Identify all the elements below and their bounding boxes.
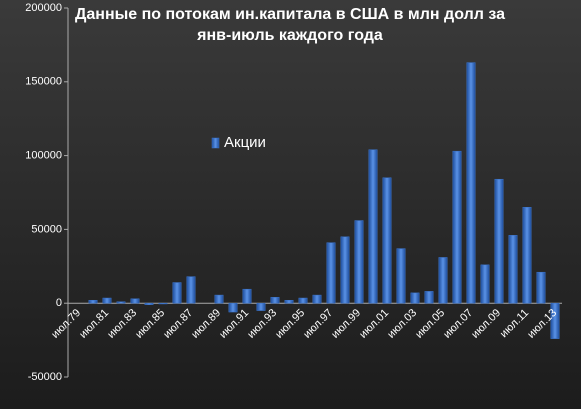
bar (522, 207, 532, 304)
bar (270, 297, 280, 304)
y-tick-label: -50000 (28, 371, 62, 383)
bar (228, 302, 238, 313)
bar (144, 302, 154, 305)
legend-label: Акции (224, 134, 266, 151)
bar (186, 276, 196, 304)
bar (438, 257, 448, 304)
bar (88, 299, 98, 304)
bar (130, 298, 140, 304)
bar (508, 235, 518, 304)
bar (494, 178, 504, 304)
title-box: Данные по потокам ин.капитала в США в мл… (75, 6, 505, 44)
bar (480, 264, 490, 304)
chart-title: Данные по потокам ин.капитала в США в мл… (75, 6, 505, 44)
bar (452, 150, 462, 304)
y-tick-label: 200000 (25, 2, 62, 14)
bar (410, 292, 420, 304)
bar (298, 297, 308, 304)
bar (256, 302, 266, 311)
bar (214, 294, 224, 304)
bar (424, 291, 434, 304)
bar (284, 299, 294, 304)
bar (550, 302, 560, 339)
y-tick-label: 0 (56, 297, 62, 309)
bar (158, 302, 168, 305)
bar (382, 177, 392, 304)
bar (116, 301, 126, 304)
bar (340, 236, 350, 304)
bar (536, 271, 546, 304)
bar (368, 149, 378, 304)
bar (312, 294, 322, 304)
bar (102, 297, 112, 304)
bar (466, 62, 476, 304)
legend-swatch (211, 137, 220, 149)
bar (396, 248, 406, 304)
bar (172, 282, 182, 304)
bar (354, 220, 364, 304)
y-tick-label: 100000 (25, 150, 62, 162)
bar (326, 242, 336, 304)
y-tick-label: 50000 (31, 223, 62, 235)
y-tick-label: 150000 (25, 76, 62, 88)
bar (242, 288, 252, 304)
